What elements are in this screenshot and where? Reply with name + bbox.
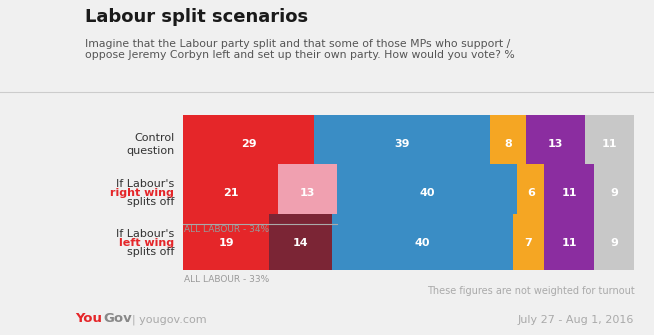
- Bar: [594, 214, 634, 272]
- Text: 11: 11: [561, 238, 577, 248]
- Text: splits off: splits off: [127, 247, 174, 257]
- Text: Control
question: Control question: [126, 133, 174, 156]
- Bar: [513, 214, 544, 272]
- Text: 7: 7: [525, 238, 532, 248]
- Text: ALL LABOUR - 34%: ALL LABOUR - 34%: [184, 225, 269, 234]
- Text: Imagine that the Labour party split and that some of those MPs who support /
opp: Imagine that the Labour party split and …: [85, 39, 515, 60]
- Bar: [332, 214, 513, 272]
- Text: 13: 13: [548, 139, 563, 149]
- Text: July 27 - Aug 1, 2016: July 27 - Aug 1, 2016: [518, 315, 634, 325]
- Text: Labour split scenarios: Labour split scenarios: [85, 8, 308, 26]
- Bar: [183, 115, 314, 173]
- Bar: [183, 214, 269, 272]
- Bar: [526, 115, 585, 173]
- Bar: [517, 164, 544, 222]
- Bar: [314, 115, 490, 173]
- Text: If Labour's: If Labour's: [116, 180, 174, 189]
- Text: 9: 9: [610, 188, 618, 198]
- Text: 14: 14: [293, 238, 308, 248]
- Text: 6: 6: [526, 188, 534, 198]
- Bar: [594, 164, 634, 222]
- Text: 13: 13: [300, 188, 315, 198]
- Text: 9: 9: [610, 238, 618, 248]
- Text: ALL LABOUR - 33%: ALL LABOUR - 33%: [184, 275, 269, 284]
- Text: If Labour's: If Labour's: [116, 229, 174, 239]
- Text: You: You: [75, 312, 102, 325]
- Text: 11: 11: [602, 139, 617, 149]
- Text: splits off: splits off: [127, 197, 174, 207]
- Text: 21: 21: [223, 188, 238, 198]
- Bar: [544, 164, 594, 222]
- Text: | yougov.com: | yougov.com: [132, 315, 207, 325]
- Text: These figures are not weighted for turnout: These figures are not weighted for turno…: [426, 286, 634, 296]
- Text: left wing: left wing: [119, 238, 174, 248]
- Text: right wing: right wing: [111, 188, 174, 198]
- Text: 40: 40: [415, 238, 430, 248]
- Text: 40: 40: [419, 188, 435, 198]
- Bar: [337, 164, 517, 222]
- Bar: [269, 214, 332, 272]
- Bar: [278, 164, 337, 222]
- Text: 19: 19: [218, 238, 234, 248]
- Bar: [544, 214, 594, 272]
- Text: 11: 11: [561, 188, 577, 198]
- Bar: [585, 115, 634, 173]
- Bar: [490, 115, 526, 173]
- Text: 29: 29: [241, 139, 256, 149]
- Text: Gov: Gov: [103, 312, 132, 325]
- Text: 8: 8: [504, 139, 512, 149]
- Bar: [183, 164, 278, 222]
- Text: 39: 39: [394, 139, 410, 149]
